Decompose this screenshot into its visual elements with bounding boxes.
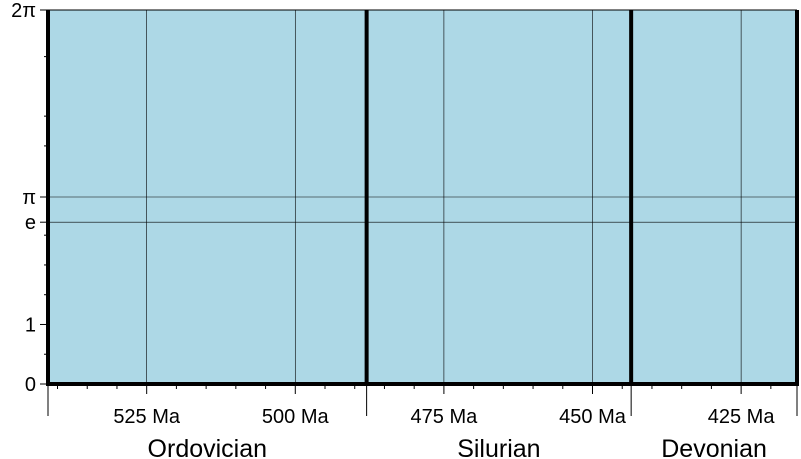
period-label: Ordovician	[148, 435, 268, 459]
x-tick-label: 475 Ma	[411, 406, 479, 428]
y-tick-label: 2π	[11, 0, 36, 22]
x-tick-label: 450 Ma	[559, 406, 627, 428]
period-label: Silurian	[457, 435, 540, 459]
y-tick-label: π	[22, 187, 36, 209]
y-tick-label: 1	[25, 314, 36, 336]
x-tick-label: 525 Ma	[113, 406, 181, 428]
y-tick-label: 0	[25, 374, 36, 396]
x-tick-label: 500 Ma	[262, 406, 330, 428]
x-tick-label: 425 Ma	[708, 406, 776, 428]
period-label: Devonian	[661, 435, 767, 459]
y-tick-label: e	[25, 212, 36, 234]
